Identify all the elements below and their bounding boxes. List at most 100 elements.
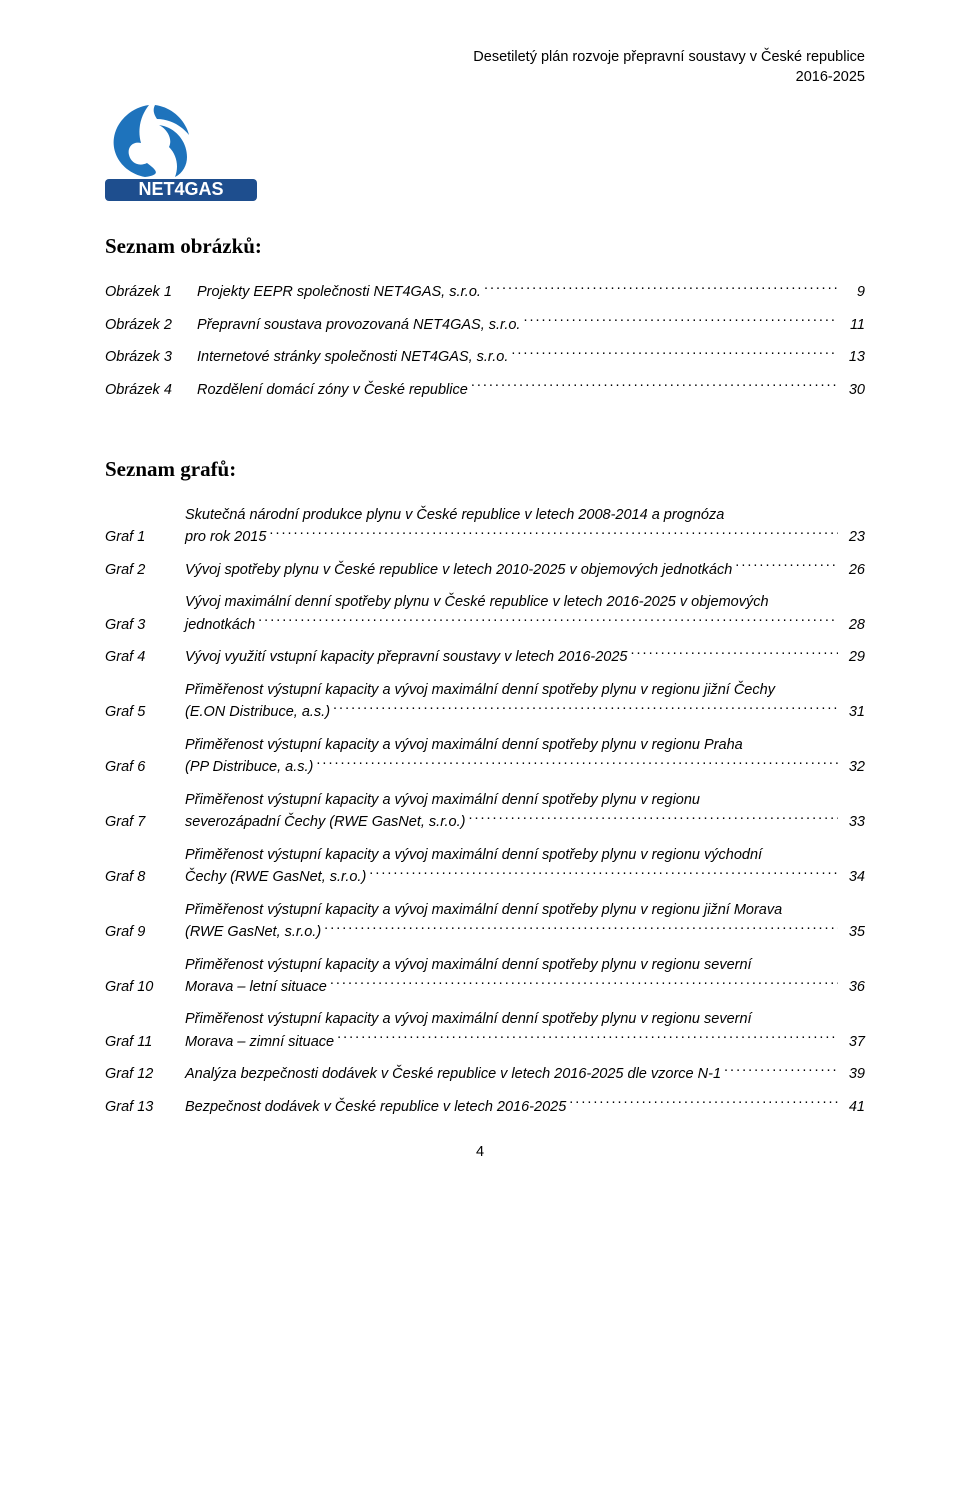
toc-entry-body: Přiměřenost výstupní kapacity a vývoj ma… — [185, 789, 865, 834]
toc-entry-text: severozápadní Čechy (RWE GasNet, s.r.o.) — [185, 811, 465, 833]
toc-entry-lastline: Vývoj spotřeby plynu v České republice v… — [185, 559, 865, 581]
toc-entry-page: 36 — [841, 976, 865, 998]
toc-entry: Graf 2Vývoj spotřeby plynu v České repub… — [105, 559, 865, 581]
toc-entry-text: Skutečná národní produkce plynu v České … — [185, 504, 865, 526]
toc-entry-lastline: (RWE GasNet, s.r.o.)35 — [185, 921, 865, 943]
toc-entry-text: Morava – letní situace — [185, 976, 327, 998]
net4gas-logo-svg: NET4GAS — [105, 101, 257, 201]
figures-section: Seznam obrázků: Obrázek 1Projekty EEPR s… — [105, 234, 865, 401]
toc-entry-text: (PP Distribuce, a.s.) — [185, 756, 313, 778]
toc-entry: Graf 1Skutečná národní produkce plynu v … — [105, 504, 865, 549]
toc-entry-page: 29 — [841, 646, 865, 668]
dot-leaders — [316, 757, 838, 772]
toc-entry-text: Přiměřenost výstupní kapacity a vývoj ma… — [185, 954, 865, 976]
dot-leaders — [330, 976, 838, 991]
toc-entry-page: 30 — [841, 379, 865, 401]
toc-entry-lastline: pro rok 2015 23 — [185, 526, 865, 548]
toc-entry-lastline: Přepravní soustava provozovaná NET4GAS, … — [197, 314, 865, 336]
dot-leaders — [735, 559, 838, 574]
toc-entry: Graf 6Přiměřenost výstupní kapacity a vý… — [105, 734, 865, 779]
toc-entry-page: 13 — [841, 346, 865, 368]
doc-header-line2: 2016-2025 — [105, 68, 865, 88]
toc-entry: Obrázek 2Přepravní soustava provozovaná … — [105, 314, 865, 336]
toc-entry-body: Skutečná národní produkce plynu v České … — [185, 504, 865, 549]
toc-entry-text: Přiměřenost výstupní kapacity a vývoj ma… — [185, 679, 865, 701]
toc-entry: Graf 5Přiměřenost výstupní kapacity a vý… — [105, 679, 865, 724]
toc-entry-label: Graf 4 — [105, 646, 185, 668]
toc-entry-lastline: (E.ON Distribuce, a.s.)31 — [185, 701, 865, 723]
charts-list: Graf 1Skutečná národní produkce plynu v … — [105, 504, 865, 1118]
dot-leaders — [468, 812, 838, 827]
toc-entry: Obrázek 4Rozdělení domácí zóny v České r… — [105, 379, 865, 401]
dot-leaders — [724, 1064, 838, 1079]
toc-entry-body: Vývoj spotřeby plynu v České republice v… — [185, 559, 865, 581]
toc-entry-lastline: Morava – letní situace 36 — [185, 976, 865, 998]
toc-entry: Obrázek 1Projekty EEPR společnosti NET4G… — [105, 281, 865, 303]
toc-entry-label: Obrázek 1 — [105, 281, 197, 303]
toc-entry: Graf 3Vývoj maximální denní spotřeby ply… — [105, 591, 865, 636]
toc-entry: Obrázek 3Internetové stránky společnosti… — [105, 346, 865, 368]
toc-entry-body: Bezpečnost dodávek v České republice v l… — [185, 1096, 865, 1118]
toc-entry-page: 32 — [841, 756, 865, 778]
toc-entry: Graf 7Přiměřenost výstupní kapacity a vý… — [105, 789, 865, 834]
toc-entry-body: Přiměřenost výstupní kapacity a vývoj ma… — [185, 899, 865, 944]
toc-entry-label: Obrázek 2 — [105, 314, 197, 336]
toc-entry-page: 23 — [841, 526, 865, 548]
toc-entry-page: 35 — [841, 921, 865, 943]
toc-entry-page: 11 — [841, 314, 865, 336]
toc-entry: Graf 8Přiměřenost výstupní kapacity a vý… — [105, 844, 865, 889]
toc-entry: Graf 10Přiměřenost výstupní kapacity a v… — [105, 954, 865, 999]
toc-entry-lastline: Projekty EEPR společnosti NET4GAS, s.r.o… — [197, 281, 865, 303]
toc-entry-text: Přiměřenost výstupní kapacity a vývoj ma… — [185, 1008, 865, 1030]
toc-entry-label: Graf 7 — [105, 811, 185, 833]
toc-entry-body: Přiměřenost výstupní kapacity a vývoj ma… — [185, 1008, 865, 1053]
toc-entry: Graf 9Přiměřenost výstupní kapacity a vý… — [105, 899, 865, 944]
toc-entry-label: Graf 5 — [105, 701, 185, 723]
toc-entry-label: Graf 10 — [105, 976, 185, 998]
toc-entry-label: Graf 8 — [105, 866, 185, 888]
toc-entry-label: Graf 3 — [105, 614, 185, 636]
dot-leaders — [269, 527, 838, 542]
toc-entry-label: Obrázek 3 — [105, 346, 197, 368]
dot-leaders — [511, 347, 838, 362]
dot-leaders — [630, 647, 838, 662]
toc-entry-lastline: Čechy (RWE GasNet, s.r.o.)34 — [185, 866, 865, 888]
toc-entry-page: 28 — [841, 614, 865, 636]
toc-entry-page: 37 — [841, 1031, 865, 1053]
toc-entry-body: Rozdělení domácí zóny v České republice3… — [197, 379, 865, 401]
charts-section: Seznam grafů: Graf 1Skutečná národní pro… — [105, 457, 865, 1118]
toc-entry-text: Vývoj využití vstupní kapacity přepravní… — [185, 646, 627, 668]
toc-entry-text: pro rok 2015 — [185, 526, 266, 548]
toc-entry-page: 34 — [841, 866, 865, 888]
toc-entry-text: jednotkách — [185, 614, 255, 636]
toc-entry-body: Projekty EEPR společnosti NET4GAS, s.r.o… — [197, 281, 865, 303]
dot-leaders — [484, 282, 838, 297]
dot-leaders — [333, 702, 838, 717]
charts-title: Seznam grafů: — [105, 457, 865, 482]
toc-entry-lastline: Rozdělení domácí zóny v České republice3… — [197, 379, 865, 401]
toc-entry-label: Obrázek 4 — [105, 379, 197, 401]
toc-entry-text: (E.ON Distribuce, a.s.) — [185, 701, 330, 723]
toc-entry-body: Přiměřenost výstupní kapacity a vývoj ma… — [185, 679, 865, 724]
toc-entry-lastline: Bezpečnost dodávek v České republice v l… — [185, 1096, 865, 1118]
toc-entry: Graf 12Analýza bezpečnosti dodávek v Čes… — [105, 1063, 865, 1085]
figures-list: Obrázek 1Projekty EEPR společnosti NET4G… — [105, 281, 865, 401]
toc-entry-text: Přiměřenost výstupní kapacity a vývoj ma… — [185, 734, 865, 756]
toc-entry-text: Internetové stránky společnosti NET4GAS,… — [197, 346, 508, 368]
toc-entry-body: Přiměřenost výstupní kapacity a vývoj ma… — [185, 954, 865, 999]
toc-entry-lastline: Morava – zimní situace37 — [185, 1031, 865, 1053]
toc-entry-text: Vývoj maximální denní spotřeby plynu v Č… — [185, 591, 865, 613]
toc-entry-body: Internetové stránky společnosti NET4GAS,… — [197, 346, 865, 368]
toc-entry-body: Vývoj využití vstupní kapacity přepravní… — [185, 646, 865, 668]
page-number: 4 — [0, 1144, 960, 1160]
toc-entry-label: Graf 9 — [105, 921, 185, 943]
toc-entry-lastline: Analýza bezpečnosti dodávek v České repu… — [185, 1063, 865, 1085]
toc-entry-page: 9 — [841, 281, 865, 303]
toc-entry-text: Přiměřenost výstupní kapacity a vývoj ma… — [185, 844, 865, 866]
toc-entry-page: 39 — [841, 1063, 865, 1085]
svg-text:NET4GAS: NET4GAS — [138, 179, 223, 199]
toc-entry: Graf 13Bezpečnost dodávek v České republ… — [105, 1096, 865, 1118]
toc-entry-lastline: jednotkách 28 — [185, 614, 865, 636]
toc-entry-text: Přiměřenost výstupní kapacity a vývoj ma… — [185, 789, 865, 811]
toc-entry-label: Graf 12 — [105, 1063, 185, 1085]
